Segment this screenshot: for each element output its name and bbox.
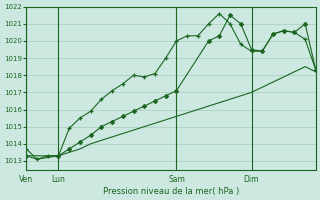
X-axis label: Pression niveau de la mer( hPa ): Pression niveau de la mer( hPa )	[103, 187, 239, 196]
